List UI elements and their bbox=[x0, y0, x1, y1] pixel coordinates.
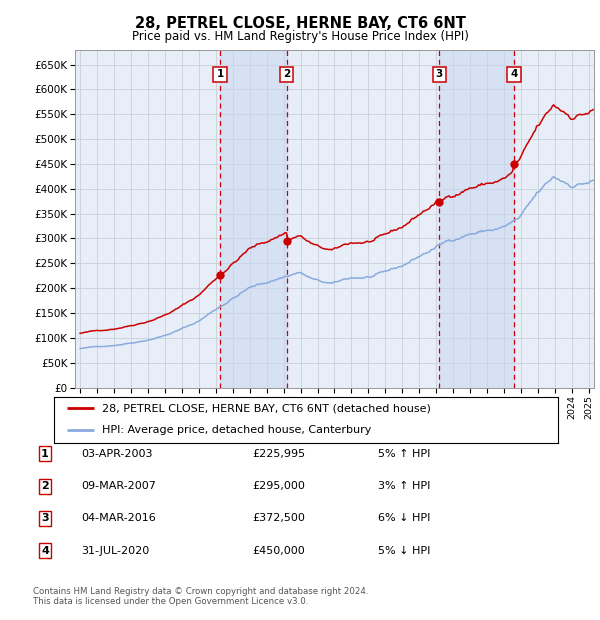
Text: 03-APR-2003: 03-APR-2003 bbox=[81, 449, 152, 459]
Bar bbox=[220, 50, 287, 388]
Text: 09-MAR-2007: 09-MAR-2007 bbox=[81, 481, 156, 491]
Text: 4: 4 bbox=[510, 69, 518, 79]
Text: HPI: Average price, detached house, Canterbury: HPI: Average price, detached house, Cant… bbox=[102, 425, 371, 435]
Text: 3: 3 bbox=[436, 69, 443, 79]
Text: 04-MAR-2016: 04-MAR-2016 bbox=[81, 513, 156, 523]
Text: 1: 1 bbox=[41, 449, 49, 459]
Text: 31-JUL-2020: 31-JUL-2020 bbox=[81, 546, 149, 556]
Bar bbox=[439, 50, 514, 388]
Text: 5% ↓ HPI: 5% ↓ HPI bbox=[378, 546, 430, 556]
Text: 1: 1 bbox=[217, 69, 224, 79]
Text: £225,995: £225,995 bbox=[252, 449, 305, 459]
Text: Price paid vs. HM Land Registry's House Price Index (HPI): Price paid vs. HM Land Registry's House … bbox=[131, 30, 469, 43]
Text: 2: 2 bbox=[283, 69, 290, 79]
Text: 3% ↑ HPI: 3% ↑ HPI bbox=[378, 481, 430, 491]
Text: 28, PETREL CLOSE, HERNE BAY, CT6 6NT: 28, PETREL CLOSE, HERNE BAY, CT6 6NT bbox=[134, 16, 466, 30]
Text: £450,000: £450,000 bbox=[252, 546, 305, 556]
Text: 6% ↓ HPI: 6% ↓ HPI bbox=[378, 513, 430, 523]
Text: 2: 2 bbox=[41, 481, 49, 491]
Text: 4: 4 bbox=[41, 546, 49, 556]
Text: 28, PETREL CLOSE, HERNE BAY, CT6 6NT (detached house): 28, PETREL CLOSE, HERNE BAY, CT6 6NT (de… bbox=[102, 404, 431, 414]
Text: 5% ↑ HPI: 5% ↑ HPI bbox=[378, 449, 430, 459]
Text: £295,000: £295,000 bbox=[252, 481, 305, 491]
Text: £372,500: £372,500 bbox=[252, 513, 305, 523]
Text: 3: 3 bbox=[41, 513, 49, 523]
Text: Contains HM Land Registry data © Crown copyright and database right 2024.
This d: Contains HM Land Registry data © Crown c… bbox=[33, 587, 368, 606]
